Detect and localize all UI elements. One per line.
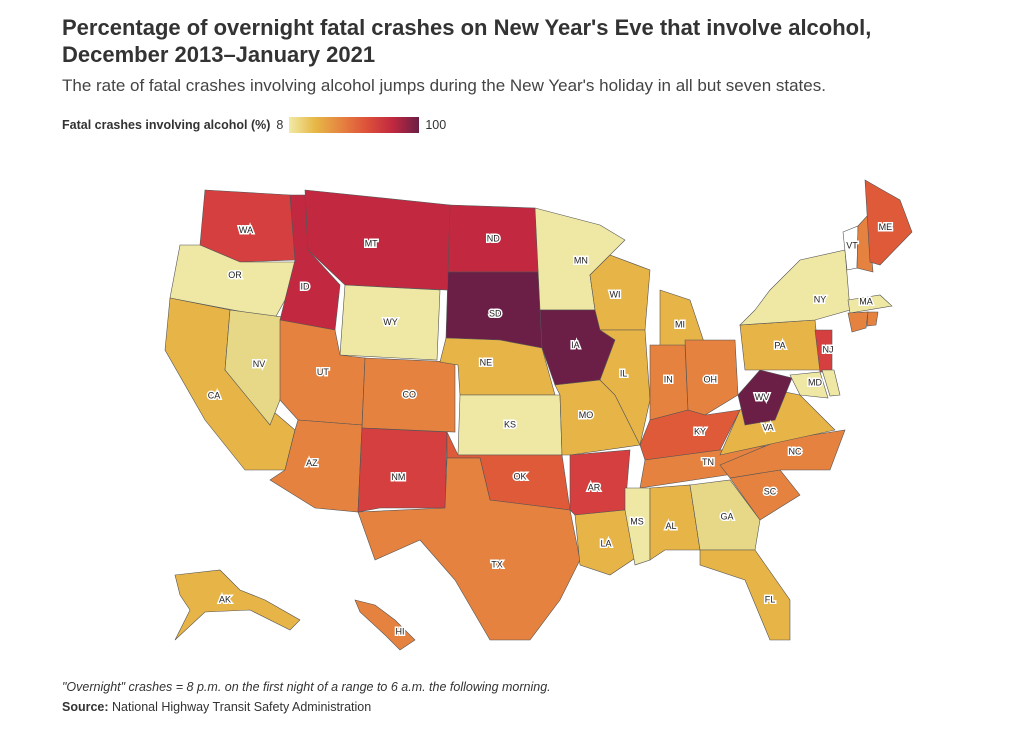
state-label-nj: NJ: [823, 344, 834, 354]
state-ma[interactable]: [847, 294, 893, 314]
page-title: Percentage of overnight fatal crashes on…: [62, 15, 872, 67]
state-label-ny: NY: [814, 294, 827, 304]
state-label-tn: TN: [702, 457, 714, 467]
state-il[interactable]: [599, 329, 651, 446]
state-label-ok: OK: [513, 471, 526, 481]
state-de[interactable]: [821, 369, 841, 397]
state-md[interactable]: [789, 371, 829, 399]
state-label-wy: WY: [383, 317, 398, 327]
state-label-wi: WI: [610, 289, 621, 299]
state-label-ut: UT: [317, 367, 329, 377]
state-label-mt: MT: [365, 238, 378, 248]
state-wv[interactable]: [737, 369, 793, 426]
state-label-ar: AR: [588, 482, 601, 492]
state-label-nc: NC: [789, 446, 802, 456]
state-ny[interactable]: [739, 249, 851, 326]
state-la[interactable]: [574, 509, 641, 576]
state-label-ms: MS: [630, 517, 644, 527]
state-label-nm: NM: [391, 472, 405, 482]
state-al[interactable]: [649, 484, 701, 561]
state-hi[interactable]: [354, 599, 416, 651]
state-nm[interactable]: [357, 427, 448, 513]
state-label-ne: NE: [480, 358, 493, 368]
state-label-ak: AK: [219, 594, 231, 604]
state-label-md: MD: [808, 377, 822, 387]
subtitle: The rate of fatal crashes involving alco…: [62, 76, 826, 95]
state-label-id: ID: [301, 281, 311, 291]
state-label-ca: CA: [208, 390, 221, 400]
state-nv[interactable]: [224, 309, 291, 426]
state-label-mo: MO: [579, 410, 594, 420]
state-label-ky: KY: [694, 426, 706, 436]
state-label-wv: WV: [755, 392, 770, 402]
source-text: National Highway Transit Safety Administ…: [112, 700, 372, 714]
state-label-mn: MN: [574, 256, 588, 266]
state-label-hi: HI: [396, 626, 405, 636]
state-label-az: AZ: [306, 458, 318, 468]
state-label-fl: FL: [765, 594, 776, 604]
state-fl[interactable]: [699, 549, 791, 641]
state-label-va: VA: [762, 422, 773, 432]
state-label-ga: GA: [720, 511, 733, 521]
state-label-nd: ND: [487, 234, 500, 244]
state-label-co: CO: [403, 389, 417, 399]
state-me[interactable]: [864, 179, 913, 266]
source: Source: National Highway Transit Safety …: [62, 700, 371, 714]
state-ak[interactable]: [174, 569, 301, 641]
state-oh[interactable]: [684, 339, 739, 416]
state-label-me: ME: [879, 222, 893, 232]
state-label-vt: VT: [846, 240, 858, 250]
legend-label: Fatal crashes involving alcohol (%): [62, 118, 271, 132]
state-label-oh: OH: [703, 374, 717, 384]
state-wy[interactable]: [339, 284, 441, 361]
state-wa[interactable]: [199, 189, 296, 263]
state-ga[interactable]: [689, 479, 761, 551]
state-label-la: LA: [600, 538, 611, 548]
state-label-ma: MA: [859, 296, 873, 306]
state-label-pa: PA: [774, 341, 785, 351]
state-co[interactable]: [361, 357, 456, 433]
state-label-nv: NV: [253, 359, 266, 369]
state-label-ia: IA: [571, 340, 580, 350]
state-label-mi: MI: [675, 319, 685, 329]
state-label-wa: WA: [239, 225, 253, 235]
state-ct[interactable]: [847, 311, 869, 333]
state-label-il: IL: [620, 369, 628, 379]
state-label-al: AL: [665, 521, 676, 531]
state-label-in: IN: [664, 374, 673, 384]
footnote: "Overnight" crashes = 8 p.m. on the firs…: [62, 680, 551, 694]
state-label-ks: KS: [504, 419, 516, 429]
state-label-or: OR: [228, 270, 242, 280]
state-label-tx: TX: [491, 559, 503, 569]
state-tx[interactable]: [357, 457, 581, 641]
legend-max: 100: [425, 118, 447, 132]
legend-gradient: [289, 117, 420, 133]
state-label-sc: SC: [764, 486, 777, 496]
state-ms[interactable]: [624, 487, 651, 566]
legend-min: 8: [276, 118, 284, 132]
legend: Fatal crashes involving alcohol (%) 8 10…: [62, 117, 446, 133]
source-label: Source:: [62, 700, 109, 714]
state-ri[interactable]: [866, 311, 879, 327]
state-label-sd: SD: [489, 308, 502, 318]
